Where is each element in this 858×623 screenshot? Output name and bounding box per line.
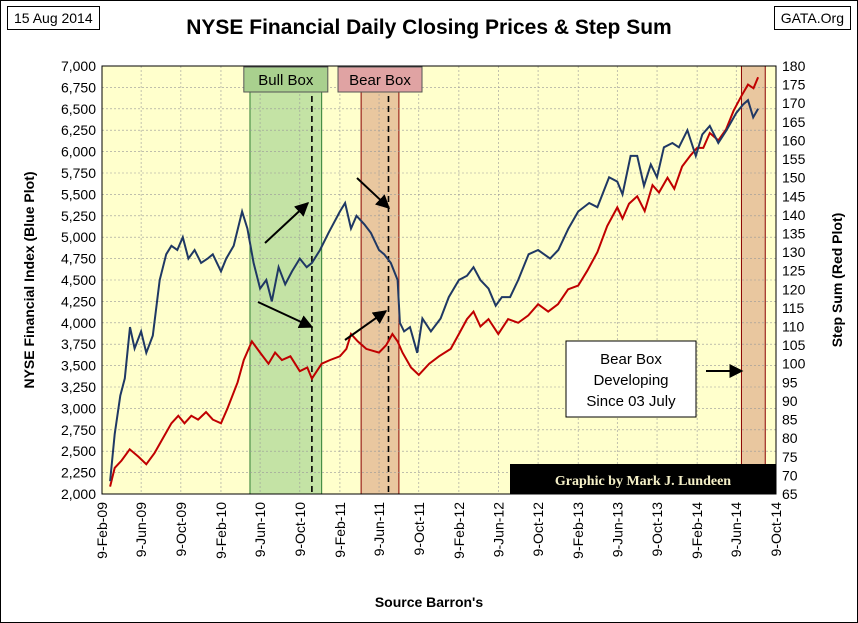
y-right-tick-label: 110 [782,319,805,335]
shaded-box [249,65,323,495]
step-sum-line [109,76,760,487]
y-right-tick-label: 125 [782,263,806,279]
credit-text: Graphic by Mark J. Lundeen [555,474,731,489]
box-label-bg [243,66,329,93]
y-right-tick-label: 105 [782,337,806,353]
y-right-tick-label: 115 [782,300,805,316]
x-tick-label: 9-Oct-12 [530,502,546,557]
y-right-tick-label: 170 [782,95,806,111]
y-right-tick-label: 145 [782,188,806,204]
box-label-bg [337,66,423,93]
note-line: Bear Box [600,351,662,368]
nyse-financial-line [109,98,759,482]
x-tick-label: 9-Feb-12 [451,502,467,559]
x-tick-label: 9-Oct-10 [292,502,308,557]
y-left-tick-label: 3,500 [61,358,96,374]
x-tick-label: 9-Feb-11 [332,502,348,558]
y-left-tick-label: 5,500 [61,186,96,202]
source-site-label: GATA.Org [773,6,851,30]
x-tick-label: 9-Oct-09 [173,502,189,557]
y-left-tick-label: 2,250 [61,465,96,481]
x-tick-label: 9-Jun-10 [252,502,268,557]
y-right-tick-label: 160 [782,132,806,148]
note-box [565,340,697,418]
y-right-tick-label: 150 [782,170,806,186]
y-left-tick-label: 3,000 [61,400,96,416]
x-tick-label: 9-Jun-13 [609,502,625,557]
y-right-tick-label: 175 [782,77,806,93]
y-left-tick-label: 5,250 [61,208,96,224]
y-right-tick-label: 65 [782,486,798,502]
y-left-tick-label: 3,750 [61,336,96,352]
chart-title: NYSE Financial Daily Closing Prices & St… [186,16,672,39]
y-left-tick-label: 2,750 [61,422,96,438]
y-right-tick-label: 155 [782,151,806,167]
y-right-tick-label: 70 [782,467,798,483]
y-right-tick-label: 140 [782,207,806,223]
date-label: 15 Aug 2014 [7,6,100,30]
y-left-tick-label: 4,250 [61,293,96,309]
y-right-axis-label: Step Sum (Red Plot) [829,213,845,348]
credit-banner [510,464,776,494]
x-tick-label: 9-Jun-12 [490,502,506,557]
annotation-arrow [356,177,391,209]
x-tick-label: 9-Feb-10 [213,502,229,559]
box-label: Bear Box [349,72,411,89]
x-axis-label: Source Barron's [374,594,484,610]
y-left-tick-label: 2,500 [61,443,96,459]
y-right-tick-label: 100 [782,356,806,372]
y-right-tick-label: 120 [782,281,806,297]
y-right-tick-label: 135 [782,225,806,241]
shaded-box [740,65,766,495]
y-left-tick-label: 6,000 [61,144,96,160]
y-right-tick-label: 130 [782,244,806,260]
y-left-tick-label: 6,500 [61,101,96,117]
y-left-tick-label: 5,000 [61,229,96,245]
x-tick-label: 9-Feb-09 [94,502,110,559]
x-tick-label: 9-Feb-14 [689,502,705,559]
y-left-tick-label: 6,250 [61,122,96,138]
y-left-tick-label: 3,250 [61,379,96,395]
x-tick-label: 9-Jun-14 [728,502,744,557]
y-left-tick-label: 2,000 [61,486,96,502]
plot-border [101,65,777,495]
y-left-tick-label: 4,750 [61,251,96,267]
y-right-tick-label: 85 [782,412,798,428]
y-left-tick-label: 4,500 [61,272,96,288]
x-tick-label: 9-Oct-11 [411,502,427,556]
x-tick-label: 9-Feb-13 [570,502,586,559]
y-right-tick-label: 90 [782,393,798,409]
annotation-arrow [344,310,388,341]
y-left-tick-label: 7,000 [61,58,96,74]
x-tick-label: 9-Jun-09 [133,502,149,557]
y-right-tick-label: 75 [782,449,798,465]
y-right-tick-label: 80 [782,430,798,446]
y-left-axis-label: NYSE Financial Index (Blue Plot) [21,171,37,388]
annotation-arrow [257,301,314,329]
x-tick-label: 9-Oct-14 [768,502,784,557]
annotation-arrow [264,202,310,244]
box-label: Bull Box [258,72,314,89]
note-line: Since 03 July [586,393,676,410]
x-tick-label: 9-Jun-11 [371,502,387,556]
y-left-tick-label: 4,000 [61,315,96,331]
x-tick-label: 9-Oct-13 [649,502,665,557]
y-left-tick-label: 5,750 [61,165,96,181]
note-line: Developing [593,372,668,389]
y-right-tick-label: 180 [782,58,806,74]
y-left-tick-label: 6,750 [61,79,96,95]
y-right-tick-label: 95 [782,374,798,390]
y-right-tick-label: 165 [782,114,806,130]
